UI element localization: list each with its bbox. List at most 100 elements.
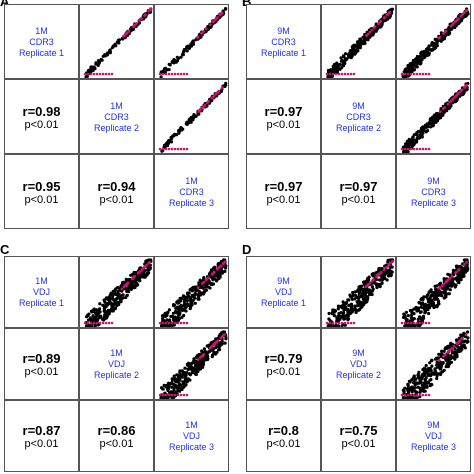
highlight-point xyxy=(202,353,205,356)
data-point xyxy=(355,47,359,51)
data-point xyxy=(330,324,334,327)
data-point xyxy=(412,142,416,146)
baseline-point xyxy=(421,321,425,325)
highlight-point xyxy=(443,106,446,109)
data-point xyxy=(351,46,355,50)
scatter-plot xyxy=(83,258,153,327)
baseline-point xyxy=(104,321,108,325)
data-point xyxy=(133,285,137,290)
highlight-point xyxy=(443,353,447,357)
correlation-cell: r=0.75 p<0.01 xyxy=(321,400,396,472)
data-point xyxy=(351,52,355,56)
highlight-point xyxy=(442,32,445,35)
baseline-point xyxy=(340,321,344,325)
data-point xyxy=(330,69,334,74)
data-point xyxy=(406,386,410,390)
data-point xyxy=(177,131,181,135)
baseline-point xyxy=(185,147,189,151)
data-point xyxy=(375,285,379,290)
data-point xyxy=(175,373,179,377)
baseline-point xyxy=(179,147,183,151)
data-point xyxy=(128,283,132,287)
baseline-point xyxy=(406,321,410,325)
diagonal-cell: 1M VDJ Replicate 2 xyxy=(79,328,154,400)
data-point xyxy=(409,69,413,73)
baseline-point xyxy=(415,72,419,76)
highlight-point xyxy=(216,339,220,343)
scatter-plot xyxy=(400,7,470,78)
data-point xyxy=(183,366,187,370)
data-point xyxy=(372,31,376,35)
data-point xyxy=(224,83,228,87)
baseline-point xyxy=(158,147,162,151)
baseline-point xyxy=(158,72,162,76)
data-point xyxy=(343,317,347,321)
data-point xyxy=(415,381,419,385)
data-point xyxy=(129,287,133,291)
highlight-point xyxy=(365,284,369,288)
highlight-point xyxy=(444,280,448,284)
data-point xyxy=(365,290,369,294)
baseline-point xyxy=(403,393,407,397)
data-point xyxy=(89,70,93,74)
data-point xyxy=(435,292,439,296)
data-point xyxy=(435,360,439,364)
data-point xyxy=(430,383,434,387)
baseline-point xyxy=(107,321,111,325)
data-point xyxy=(361,292,365,296)
data-point xyxy=(179,55,183,59)
baseline-point xyxy=(86,72,90,76)
data-point xyxy=(167,140,171,144)
replicate-label-line: 9M xyxy=(277,276,290,286)
data-point xyxy=(207,350,211,354)
data-point xyxy=(447,292,451,296)
data-point xyxy=(453,357,457,361)
highlight-point xyxy=(211,20,215,24)
data-point xyxy=(167,381,171,385)
data-point xyxy=(201,363,205,367)
scatter-cell xyxy=(396,4,471,79)
data-point xyxy=(357,292,361,296)
replicate-label-line: Replicate 1 xyxy=(260,47,307,58)
highlight-point xyxy=(446,350,450,354)
highlight-point xyxy=(366,32,370,36)
baseline-point xyxy=(424,147,428,151)
replicate-label-line: CDR3 xyxy=(346,111,371,122)
baseline-point xyxy=(167,393,171,397)
data-point xyxy=(163,66,167,70)
data-point xyxy=(165,318,169,322)
highlight-point xyxy=(378,272,381,276)
correlation-value: r=0.87 p<0.01 xyxy=(5,424,78,451)
data-point xyxy=(97,61,101,65)
data-point xyxy=(199,35,203,39)
data-point xyxy=(347,310,351,315)
data-point xyxy=(109,291,113,295)
correlation-value: r=0.97 p<0.01 xyxy=(322,179,395,206)
data-point xyxy=(386,260,390,264)
data-point xyxy=(92,307,96,311)
data-point xyxy=(433,117,437,121)
data-point xyxy=(203,350,207,354)
data-point xyxy=(375,27,379,31)
scatter-plot xyxy=(325,7,394,78)
data-point xyxy=(437,282,442,286)
p-value: p<0.01 xyxy=(341,438,376,450)
scatter-plot xyxy=(400,258,470,327)
data-point xyxy=(182,371,187,375)
data-point xyxy=(430,290,434,294)
baseline-point xyxy=(170,147,174,151)
data-point xyxy=(167,62,171,66)
data-point xyxy=(107,300,111,304)
baseline-point xyxy=(409,72,413,76)
data-point xyxy=(175,305,180,309)
highlight-point xyxy=(122,34,126,38)
replicate-label: 1M CDR3 Replicate 1 xyxy=(5,26,78,59)
data-point xyxy=(106,311,110,315)
highlight-point xyxy=(385,265,388,269)
data-point xyxy=(426,367,430,371)
data-point xyxy=(191,39,195,43)
highlight-point xyxy=(203,103,207,107)
baseline-point xyxy=(161,147,165,151)
data-point xyxy=(223,269,227,273)
data-point xyxy=(404,143,408,148)
